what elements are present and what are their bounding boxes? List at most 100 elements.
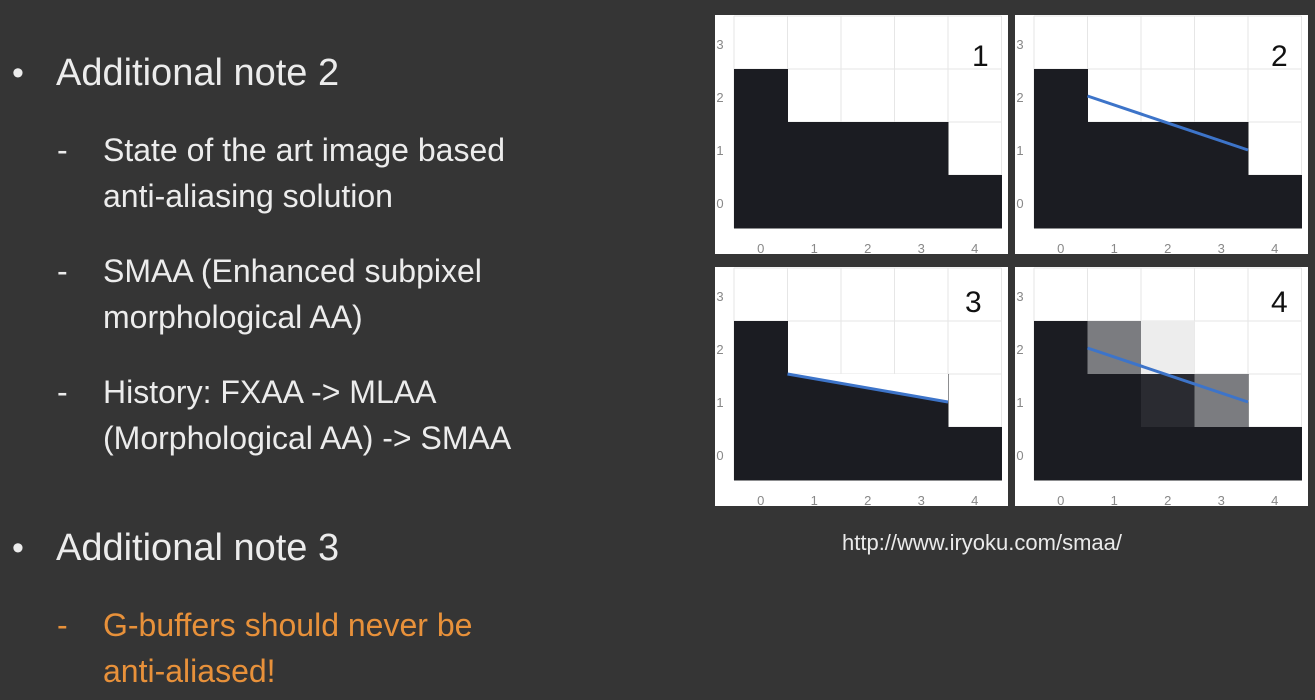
y-tick-label: 2	[1016, 90, 1023, 105]
pixel-cell	[1034, 427, 1088, 481]
pixel-cell	[894, 427, 949, 481]
pixel-cell	[1141, 122, 1195, 176]
y-tick-label: 3	[1016, 37, 1023, 52]
bullet: •	[12, 54, 24, 92]
sub-item-line: SMAA (Enhanced subpixel	[103, 253, 482, 289]
note-heading: Additional note 2	[56, 52, 340, 94]
x-tick-label: 2	[864, 493, 871, 506]
pixel-cell	[734, 321, 788, 375]
x-tick-label: 0	[757, 241, 764, 254]
pixel-cell	[1248, 427, 1302, 481]
pixel-cell	[1141, 175, 1195, 229]
sub-item-line: anti-aliasing solution	[103, 178, 393, 214]
pixel-cell	[1034, 321, 1088, 375]
pixel-cell	[1034, 122, 1088, 176]
sub-item-line: (Morphological AA) -> SMAA	[103, 420, 512, 456]
pixel-cell	[841, 122, 895, 176]
grid-diagram: 0 1 2 3 4 0 1 2 3	[716, 15, 1002, 254]
x-tick-label: 1	[811, 493, 818, 506]
grid-diagram: 0 1 2 3 4 0 1 2 3	[716, 267, 1002, 506]
y-tick-label: 0	[716, 448, 723, 463]
x-tick-label: 0	[757, 493, 764, 506]
pixel-cell	[787, 427, 842, 481]
y-tick-label: 1	[716, 395, 723, 410]
pixel-cell	[734, 69, 788, 123]
pixel-cell	[1034, 69, 1088, 123]
x-tick-label: 4	[971, 493, 978, 506]
pixel-cell	[734, 374, 788, 428]
coverage-line	[787, 372, 949, 404]
grid-diagram: 0 1 2 3 4 0 1 2 3	[1016, 267, 1302, 506]
pixel-cell	[1087, 427, 1142, 481]
grid-diagram: 0 1 2 3 4 0 1 2 3	[1016, 15, 1302, 254]
bullet: •	[12, 529, 24, 567]
panel-number: 2	[1271, 40, 1288, 73]
y-tick-label: 1	[1016, 395, 1023, 410]
pixel-cell	[894, 122, 949, 176]
pixel-cell	[734, 427, 788, 481]
smaa-panel-1: 0 1 2 3 4 0 1 2 3 1	[715, 15, 1008, 254]
smaa-panel-4: 0 1 2 3 4 0 1 2 3 4	[1015, 267, 1308, 506]
pixel-cell	[1034, 175, 1088, 229]
x-tick-label: 0	[1057, 241, 1064, 254]
x-tick-label: 3	[1218, 241, 1225, 254]
pixel-cell	[1087, 374, 1142, 428]
pixel-cell	[841, 175, 895, 229]
blended-cell	[1141, 374, 1195, 427]
pixel-cell	[787, 175, 842, 229]
x-tick-label: 2	[1164, 241, 1171, 254]
y-tick-label: 0	[1016, 196, 1023, 211]
y-tick-label: 2	[716, 90, 723, 105]
y-tick-label: 0	[716, 196, 723, 211]
x-tick-label: 3	[918, 241, 925, 254]
dash: -	[57, 132, 68, 168]
x-tick-label: 1	[1111, 241, 1118, 254]
pixel-cell	[734, 122, 788, 176]
dash: -	[57, 374, 68, 410]
pixel-cell	[1194, 122, 1249, 176]
blended-cell	[1141, 321, 1195, 374]
x-tick-label: 4	[1271, 241, 1278, 254]
x-tick-label: 2	[864, 241, 871, 254]
pixel-cell	[1194, 175, 1249, 229]
y-tick-label: 1	[1016, 143, 1023, 158]
pixel-cell	[787, 122, 842, 176]
x-tick-label: 3	[918, 493, 925, 506]
y-tick-label: 3	[716, 289, 723, 304]
pixel-cell	[1034, 374, 1088, 428]
sub-item-line: morphological AA)	[103, 299, 363, 335]
sub-item-line: State of the art image based	[103, 132, 506, 168]
y-tick-label: 1	[716, 143, 723, 158]
panel-number: 4	[1271, 286, 1288, 319]
sub-item-line: anti-aliased!	[103, 653, 276, 689]
note-heading: Additional note 3	[56, 527, 340, 569]
x-tick-label: 4	[971, 241, 978, 254]
pixel-cell	[1087, 122, 1142, 176]
pixel-cell	[1141, 427, 1195, 481]
sub-item-line: G-buffers should never be	[103, 607, 473, 643]
coverage-line	[1087, 94, 1249, 152]
smaa-panel-3: 0 1 2 3 4 0 1 2 3 3	[715, 267, 1008, 506]
dash: -	[57, 253, 68, 289]
dash: -	[57, 607, 68, 643]
x-tick-label: 0	[1057, 493, 1064, 506]
y-tick-label: 0	[1016, 448, 1023, 463]
blended-cell	[1087, 321, 1141, 374]
pixel-cell	[1087, 175, 1142, 229]
coverage-line	[1087, 346, 1249, 404]
panel-number: 3	[965, 286, 982, 319]
source-url: http://www.iryoku.com/smaa/	[842, 530, 1122, 555]
y-tick-label: 2	[1016, 342, 1023, 357]
pixel-cell	[1194, 427, 1249, 481]
x-tick-label: 3	[1218, 493, 1225, 506]
y-tick-label: 3	[716, 37, 723, 52]
pixel-cell	[948, 427, 1002, 481]
pixel-cell	[1248, 175, 1302, 229]
pixel-cell	[894, 175, 949, 229]
y-tick-label: 3	[1016, 289, 1023, 304]
pixel-cell	[734, 175, 788, 229]
x-tick-label: 4	[1271, 493, 1278, 506]
y-tick-label: 2	[716, 342, 723, 357]
pixel-cell	[841, 427, 895, 481]
smaa-panel-2: 0 1 2 3 4 0 1 2 3 2	[1015, 15, 1308, 254]
